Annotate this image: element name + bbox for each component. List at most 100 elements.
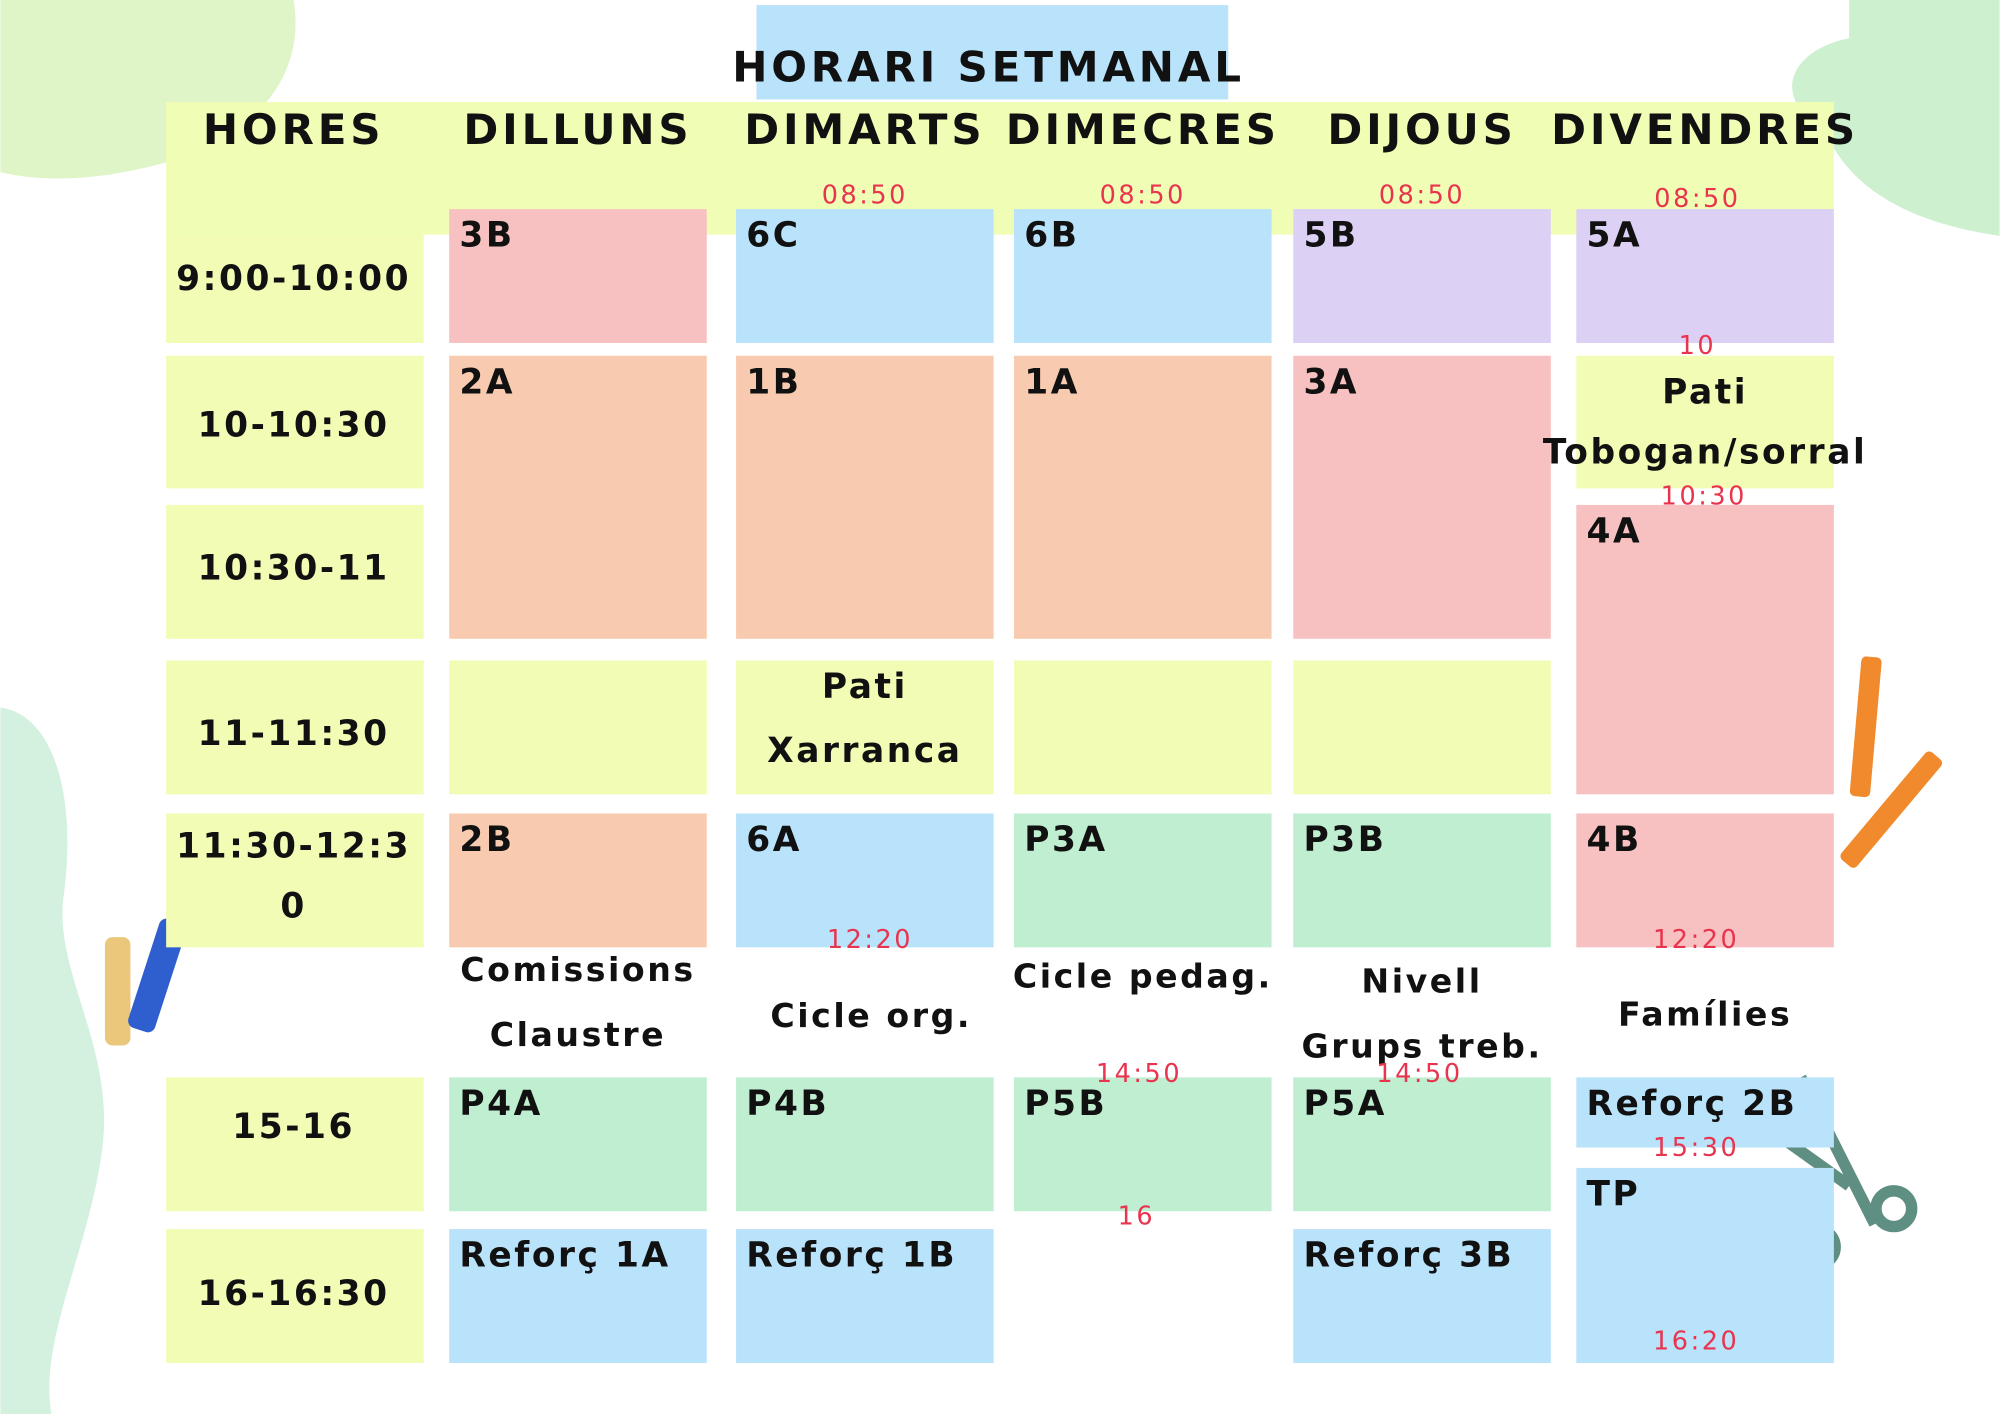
hour-label: 0 — [280, 886, 307, 926]
class-cell — [736, 1229, 994, 1363]
meeting-note: Claustre — [490, 1015, 666, 1054]
hour-label: 9:00-10:00 — [176, 259, 411, 299]
time-annotation: 08:50 — [822, 180, 908, 210]
hour-cell — [166, 660, 424, 795]
time-annotation: 16 — [1118, 1202, 1156, 1232]
time-annotation: 08:50 — [1379, 180, 1465, 210]
meeting-note: Comissions — [460, 950, 695, 989]
class-label: P5A — [1303, 1084, 1386, 1124]
title: HORARI SETMANAL — [732, 43, 1245, 92]
column-header: HORES — [203, 105, 385, 154]
class-label: P3B — [1303, 820, 1386, 860]
class-cell — [736, 355, 994, 639]
class-label: 3B — [459, 216, 514, 256]
class-cell — [1576, 1077, 1834, 1148]
class-cell — [1293, 813, 1551, 948]
meeting-note: Grups treb. — [1301, 1027, 1542, 1066]
class-cell — [1293, 355, 1551, 639]
class-label: P5B — [1024, 1084, 1107, 1124]
class-cell — [449, 209, 707, 343]
class-label: 2A — [459, 362, 515, 402]
time-annotation: 15:30 — [1653, 1133, 1739, 1163]
class-label: Reforç 1A — [459, 1236, 670, 1276]
hour-cell — [166, 813, 424, 948]
class-label: Tobogan/sorral — [1543, 432, 1867, 472]
time-annotation: 08:50 — [1100, 180, 1186, 210]
class-cell — [1014, 660, 1272, 795]
class-cell — [1014, 1077, 1272, 1212]
class-cell — [449, 1229, 707, 1363]
column-header: DIVENDRES — [1551, 105, 1859, 154]
class-cell — [1293, 1077, 1551, 1212]
class-label: 6B — [1024, 216, 1079, 256]
class-label: 5B — [1303, 216, 1358, 256]
hour-label: 15-16 — [232, 1107, 355, 1147]
meeting-note: Cicle org. — [770, 996, 972, 1035]
time-annotation: 14:50 — [1096, 1059, 1182, 1089]
hour-label: 11:30-12:3 — [176, 826, 411, 866]
hour-label: 16-16:30 — [198, 1274, 390, 1314]
class-label: P3A — [1024, 820, 1107, 860]
class-cell — [449, 1077, 707, 1212]
class-label: Reforç 1B — [746, 1236, 957, 1276]
hour-cell — [166, 355, 424, 489]
hour-cell — [166, 1229, 424, 1363]
hour-label: 11-11:30 — [198, 714, 390, 754]
class-label: 1A — [1024, 362, 1080, 402]
class-cell — [1576, 209, 1834, 343]
time-annotation: 12:20 — [1653, 925, 1739, 955]
class-label: Reforç 2B — [1587, 1084, 1798, 1124]
class-label: Pati — [822, 667, 908, 707]
class-label: P4B — [746, 1084, 829, 1124]
class-label: 4B — [1587, 820, 1642, 860]
meeting-note: Famílies — [1618, 995, 1792, 1034]
class-cell — [736, 1077, 994, 1212]
class-cell — [736, 660, 994, 795]
column-header: DIMECRES — [1006, 105, 1280, 154]
class-cell — [1014, 813, 1272, 948]
time-annotation: 08:50 — [1654, 184, 1740, 214]
class-cell — [1293, 209, 1551, 343]
class-label: P4A — [459, 1084, 542, 1124]
class-cell — [449, 660, 707, 795]
hour-cell — [166, 234, 424, 343]
class-label: 5A — [1587, 216, 1643, 256]
class-label: TP — [1587, 1174, 1641, 1214]
class-label: 1B — [746, 362, 801, 402]
class-cell — [1576, 1167, 1834, 1363]
class-label: 4A — [1587, 511, 1643, 551]
class-cell — [1014, 209, 1272, 343]
class-label: 6C — [746, 216, 800, 256]
class-cell — [1014, 355, 1272, 639]
class-cell — [736, 209, 994, 343]
class-label: Xarranca — [767, 731, 962, 771]
time-annotation: 14:50 — [1376, 1059, 1462, 1089]
hour-label: 10:30-11 — [198, 548, 390, 588]
class-cell — [1293, 660, 1551, 795]
time-annotation: 12:20 — [827, 925, 913, 955]
column-header: DIJOUS — [1327, 105, 1516, 154]
hour-cell — [166, 504, 424, 639]
time-annotation: 10 — [1679, 331, 1717, 361]
class-cell — [449, 355, 707, 639]
meeting-note: Nivell — [1361, 962, 1482, 1001]
class-label: Reforç 3B — [1303, 1236, 1514, 1276]
class-cell — [1576, 355, 1834, 489]
class-cell — [1576, 813, 1834, 948]
column-header: DIMARTS — [744, 105, 985, 154]
class-cell — [1576, 504, 1834, 795]
class-label: 2B — [459, 820, 514, 860]
class-cell — [736, 813, 994, 948]
class-label: 3A — [1303, 362, 1359, 402]
meeting-note: Cicle pedag. — [1013, 956, 1273, 995]
class-cell — [449, 813, 707, 948]
hour-cell — [166, 1077, 424, 1212]
class-label: 6A — [746, 820, 802, 860]
time-annotation: 10:30 — [1661, 481, 1747, 511]
hour-label: 10-10:30 — [198, 406, 390, 446]
time-annotation: 16:20 — [1653, 1327, 1739, 1357]
column-header: DILLUNS — [463, 105, 692, 154]
class-cell — [1293, 1229, 1551, 1363]
